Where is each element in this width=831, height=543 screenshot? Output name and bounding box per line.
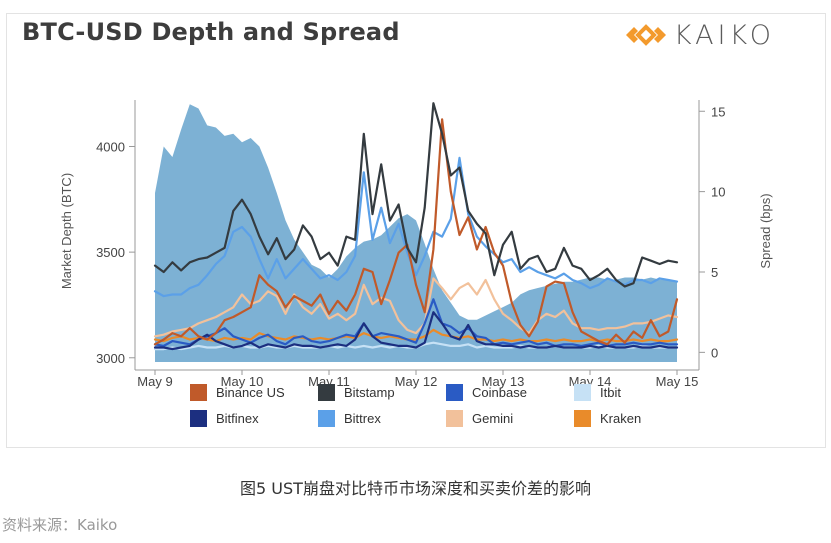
series-line-coinbase — [153, 298, 679, 347]
y-left-tick-label: 3500 — [96, 245, 125, 260]
legend-item-itbit[interactable]: Itbit — [574, 384, 621, 401]
legend-label: Binance US — [216, 385, 285, 400]
legend-label: Itbit — [600, 385, 621, 400]
depth-area — [155, 104, 677, 362]
legend-item-bitstamp[interactable]: Bitstamp — [318, 384, 395, 401]
legend-item-bittrex[interactable]: Bittrex — [318, 410, 381, 427]
y-left-axis-label: Market Depth (BTC) — [59, 173, 74, 289]
series-line-binance-us — [153, 118, 679, 346]
y-right-axis-label: Spread (bps) — [758, 193, 773, 268]
legend-label: Coinbase — [472, 385, 527, 400]
series-line-kraken — [153, 328, 679, 343]
legend-swatch — [190, 410, 207, 427]
y-right-tick-label: 15 — [711, 104, 725, 119]
legend-item-coinbase[interactable]: Coinbase — [446, 384, 527, 401]
x-tick-label: May 12 — [395, 374, 438, 389]
legend-item-binance-us[interactable]: Binance US — [190, 384, 285, 401]
legend-swatch — [190, 384, 207, 401]
legend-item-kraken[interactable]: Kraken — [574, 410, 641, 427]
legend-swatch — [446, 410, 463, 427]
legend-label: Kraken — [600, 411, 642, 426]
y-right-tick-label: 10 — [711, 185, 725, 200]
legend-label: Bitfinex — [216, 411, 259, 426]
figure-caption: 图5 UST崩盘对比特币市场深度和买卖价差的影响 — [240, 479, 591, 498]
y-right-tick-label: 5 — [711, 265, 718, 280]
source-note: 资料来源：Kaiko — [2, 516, 118, 534]
legend-swatch — [318, 384, 335, 401]
legend-swatch — [574, 384, 591, 401]
y-left-tick-label: 4000 — [96, 139, 125, 154]
series-line-bittrex — [153, 156, 679, 298]
series-line-gemini — [153, 277, 679, 338]
chart-title: BTC-USD Depth and Spread — [22, 18, 400, 46]
kaiko-logo-icon — [625, 24, 666, 46]
legend-label: Bitstamp — [344, 385, 395, 400]
x-tick-label: May 13 — [482, 374, 525, 389]
legend-item-bitfinex[interactable]: Bitfinex — [190, 410, 259, 427]
x-tick-label: May 10 — [221, 374, 264, 389]
y-right-tick-label: 0 — [711, 345, 718, 360]
x-tick-label: May 9 — [137, 374, 172, 389]
series-line-bitstamp — [153, 102, 679, 288]
legend-label: Gemini — [472, 411, 514, 426]
series-line-bitfinex — [153, 311, 679, 351]
brand-logo: KAIKO — [624, 19, 775, 51]
x-tick-label: May 15 — [656, 374, 699, 389]
legend-swatch — [446, 384, 463, 401]
y-left-tick-label: 3000 — [96, 351, 125, 366]
brand-name: KAIKO — [673, 19, 775, 51]
legend-item-gemini[interactable]: Gemini — [446, 410, 513, 427]
legend-label: Bittrex — [344, 411, 381, 426]
legend-swatch — [574, 410, 591, 427]
legend-swatch — [318, 410, 335, 427]
